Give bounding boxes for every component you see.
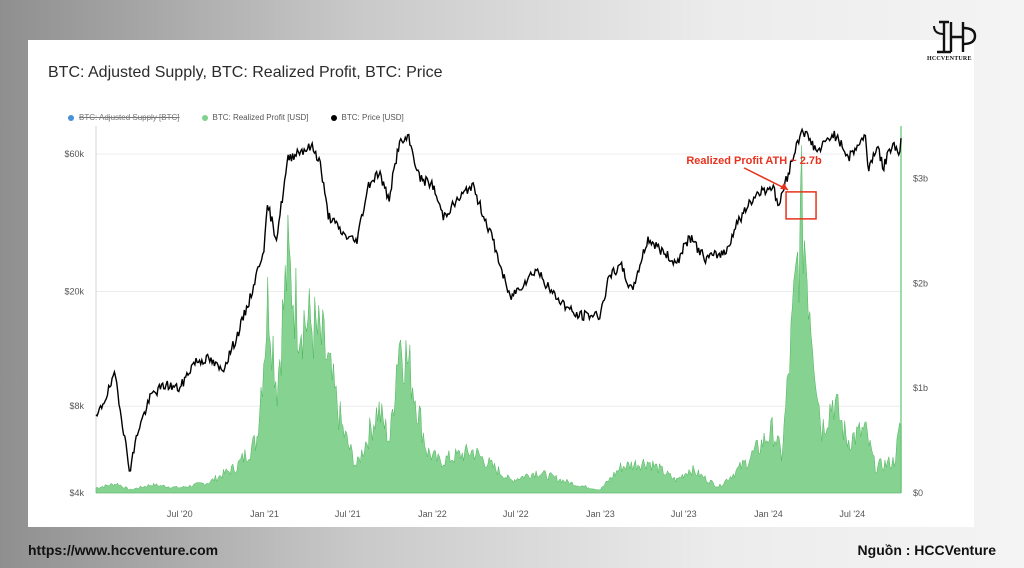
x-axis-tick-label: Jan '21	[250, 509, 279, 519]
x-axis-tick-label: Jul '21	[335, 509, 361, 519]
annotation-label: Realized Profit ATH ~ 2.7b	[686, 155, 822, 167]
legend-item-realized-profit[interactable]: BTC: Realized Profit [USD]	[201, 113, 309, 122]
x-axis-tick-label: Jul '23	[671, 509, 697, 519]
annotation-box	[785, 191, 817, 220]
annotation-arrowhead	[780, 182, 789, 190]
legend-swatch-adjusted-supply	[68, 114, 74, 121]
chart-title: BTC: Adjusted Supply, BTC: Realized Prof…	[48, 64, 443, 81]
legend-swatch-realized-profit	[201, 114, 208, 121]
right-axis-tick-label: $0	[913, 488, 923, 498]
logo-wordmark: HCCVENTURE	[927, 56, 972, 62]
hccventure-logo	[933, 20, 977, 54]
x-axis-tick-label: Jan '22	[418, 509, 447, 519]
left-axis-tick-label: $60k	[64, 149, 84, 159]
right-axis-tick-label: $1b	[913, 383, 928, 393]
footer-source: Nguồn : HCCVenture	[857, 542, 996, 558]
legend-label-price: BTC: Price [USD]	[341, 113, 404, 122]
chart-plot: $4k $8k $20k $60k $0 $1b $2b $3b Jul '20 Jan '21 J…	[64, 126, 928, 519]
legend-item-adjusted-supply[interactable]: BTC: Adjusted Supply [BTC]	[68, 113, 180, 122]
legend-label-realized-profit: BTC: Realized Profit [USD]	[212, 113, 309, 122]
chart-card: BTC: Adjusted Supply, BTC: Realized Prof…	[28, 40, 974, 527]
x-axis-tick-label: Jul '20	[167, 509, 193, 519]
legend-item-price[interactable]: BTC: Price [USD]	[330, 113, 404, 122]
footer-website-link[interactable]: https://www.hccventure.com	[28, 542, 219, 558]
x-axis-tick-label: Jul '24	[839, 509, 865, 519]
right-axis-tick-label: $3b	[913, 173, 928, 183]
legend-label-adjusted-supply: BTC: Adjusted Supply [BTC]	[79, 113, 180, 122]
x-axis-tick-label: Jul '22	[503, 509, 529, 519]
left-axis-tick-label: $8k	[69, 401, 84, 411]
legend-swatch-price	[330, 114, 337, 121]
right-axis-tick-label: $2b	[913, 278, 928, 288]
chart-legend: BTC: Adjusted Supply [BTC] BTC: Realized…	[68, 113, 404, 122]
realized-profit-area	[95, 145, 902, 494]
left-axis-tick-label: $20k	[64, 286, 84, 296]
annotation-arrow	[743, 167, 789, 191]
price-line	[95, 127, 902, 472]
x-axis-tick-label: Jan '23	[586, 509, 615, 519]
x-axis-tick-label: Jan '24	[754, 509, 783, 519]
left-axis-tick-label: $4k	[69, 488, 84, 498]
